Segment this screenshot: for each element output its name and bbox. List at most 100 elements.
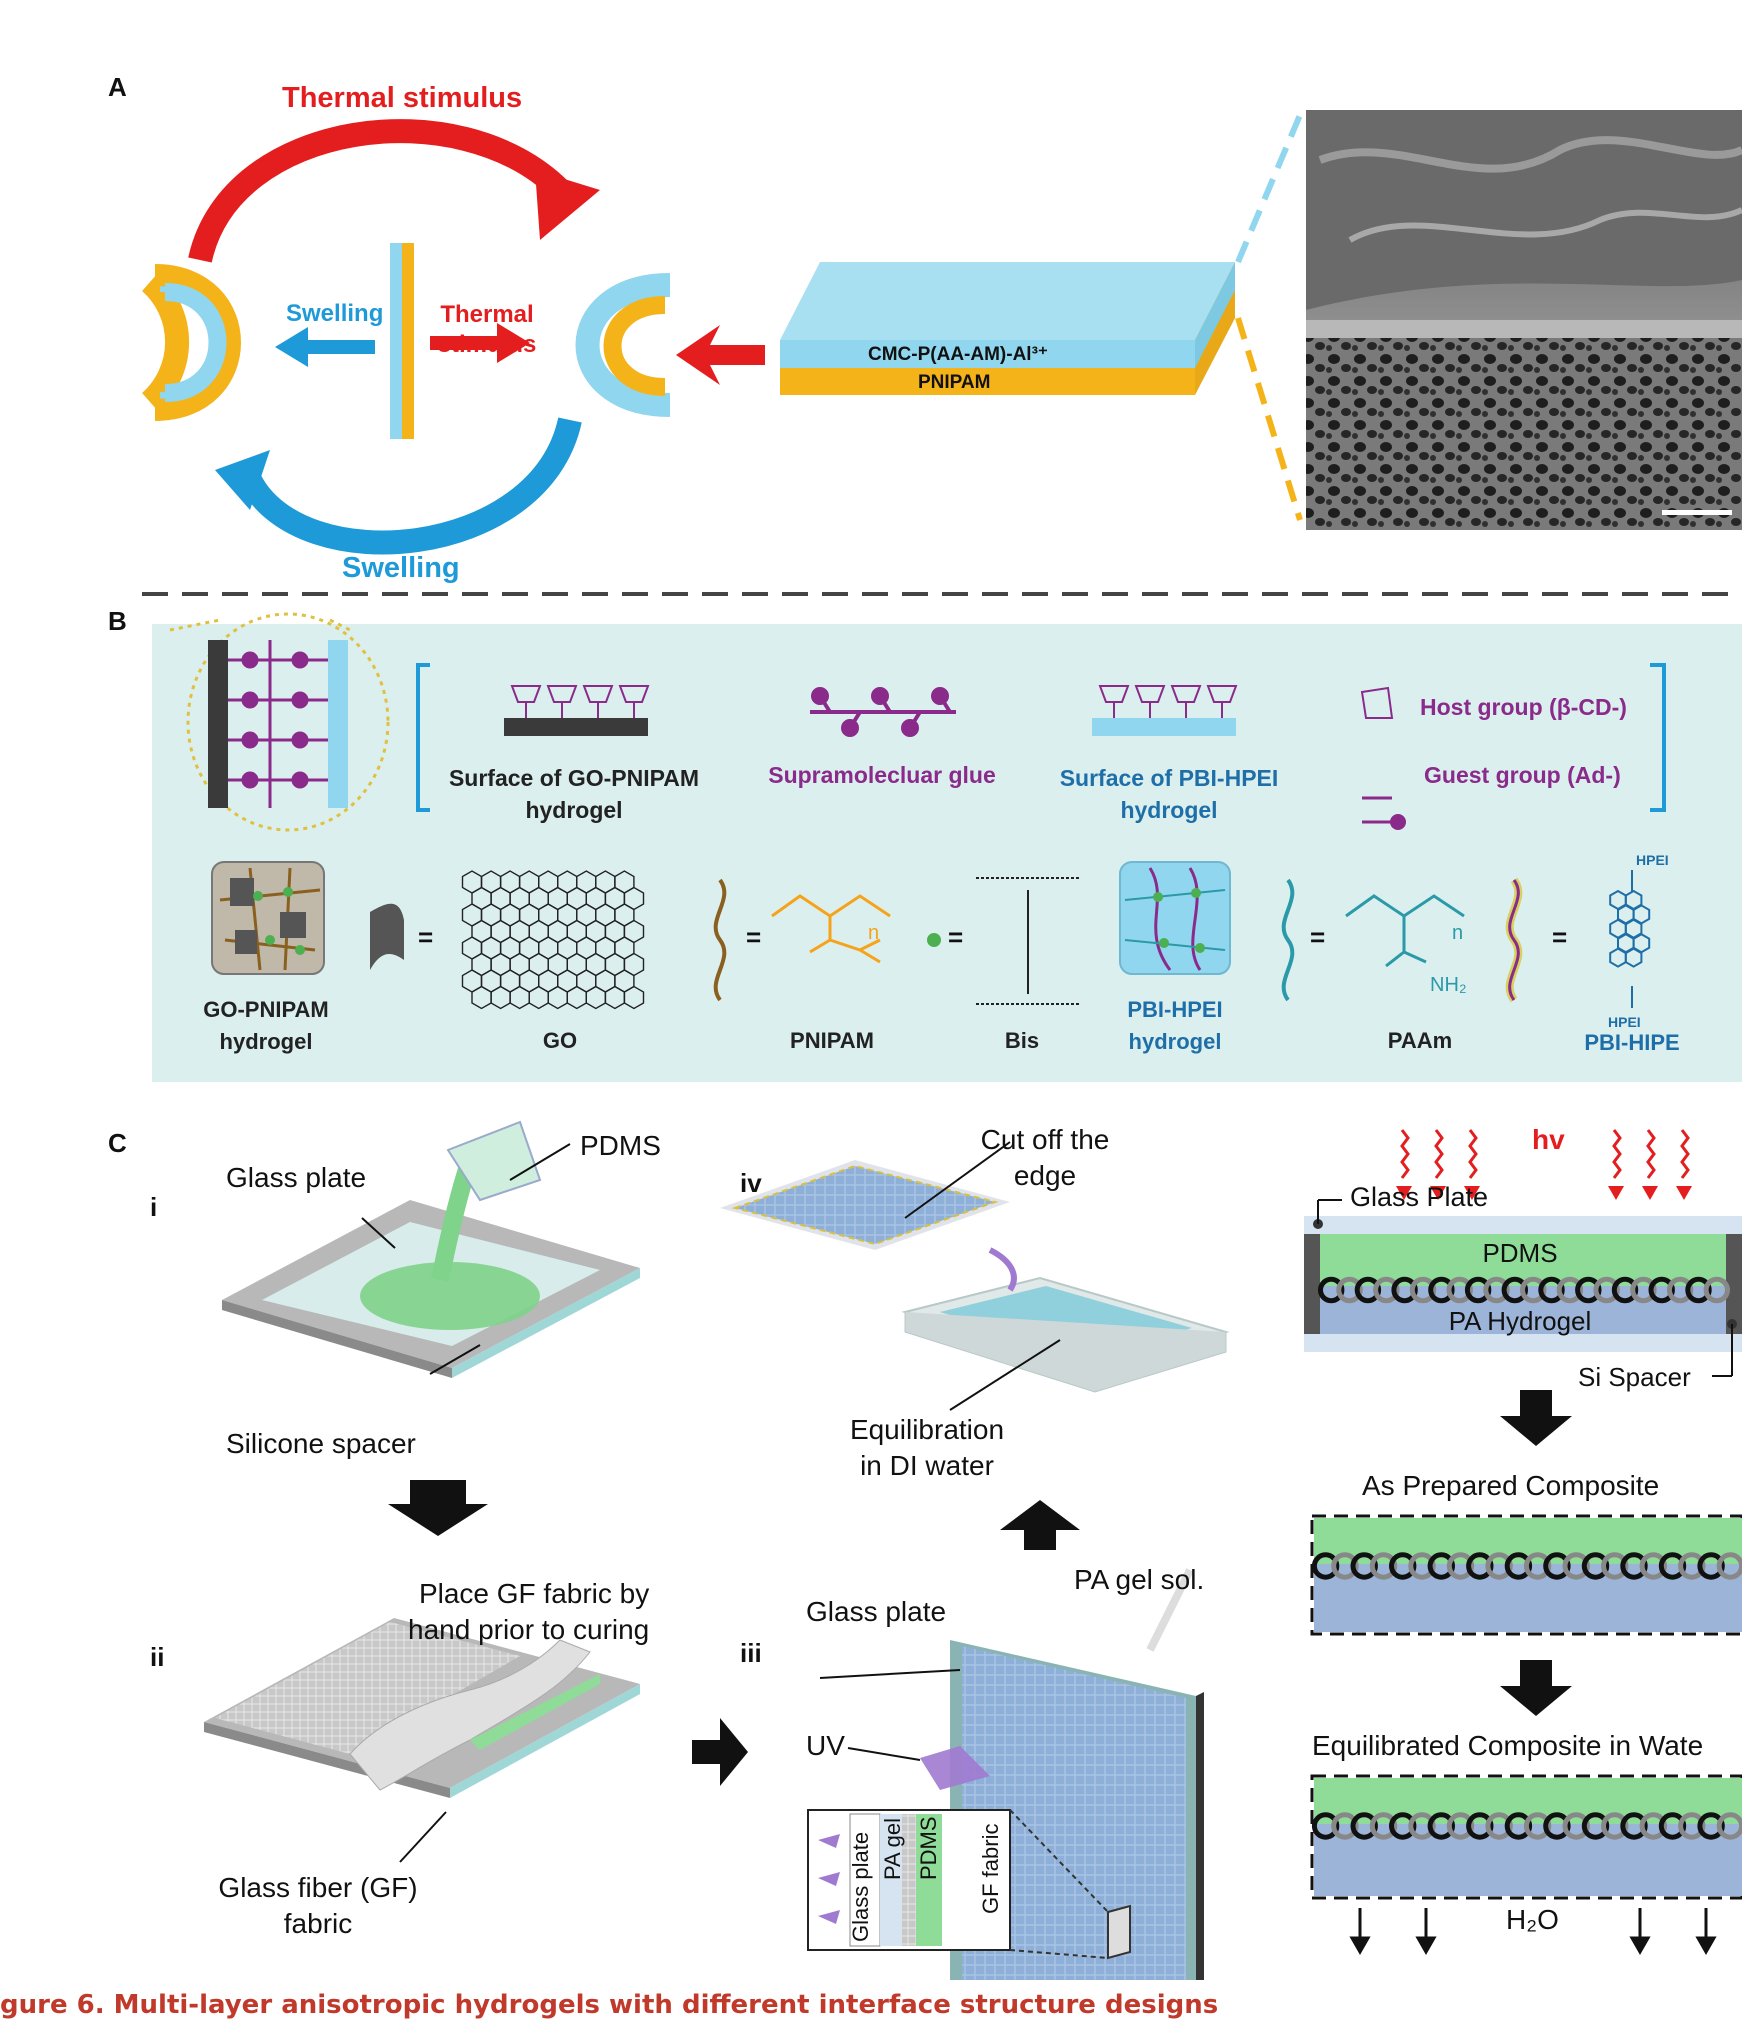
swelling-left-arrow bbox=[275, 327, 308, 367]
step-ii-fabric bbox=[204, 1618, 640, 1798]
pbi-hipe-label: PBI-HIPE bbox=[1584, 1030, 1680, 1055]
surface-go-line2: hydrogel bbox=[525, 797, 623, 823]
go-pnipam-line2: hydrogel bbox=[219, 1029, 313, 1054]
silicone-spacer-label: Silicone spacer bbox=[226, 1428, 416, 1459]
coil-row-cell bbox=[1318, 1276, 1731, 1304]
glue-label: Supramolecluar glue bbox=[768, 762, 996, 788]
surface-go-line1: Surface of GO-PNIPAM bbox=[448, 765, 700, 791]
panel-label-c: C bbox=[108, 1128, 127, 1158]
svg-text:=: = bbox=[1552, 922, 1567, 952]
surface-pbi-line1: Surface of PBI-HPEI bbox=[1059, 765, 1279, 791]
paam-n: n bbox=[1452, 922, 1464, 944]
hpei-top-label: HPEI bbox=[1636, 852, 1669, 868]
svg-text:=: = bbox=[948, 922, 963, 952]
place-gf-label: Place GF fabric by hand prior to curing bbox=[408, 1576, 649, 1648]
thermal-stimulus-title: Thermal stimulus bbox=[282, 82, 523, 114]
cut-line2: edge bbox=[1013, 1160, 1077, 1191]
sem-image bbox=[1306, 110, 1742, 530]
hv-arrows bbox=[1396, 1129, 1692, 1200]
equil-line1: Equilibration bbox=[849, 1414, 1005, 1445]
step-iii-glass bbox=[920, 1568, 1204, 1980]
pdms-right-label: PDMS bbox=[1482, 1238, 1558, 1268]
thermal-stimulus-label: Thermal stimulus bbox=[432, 300, 542, 360]
figure-caption: gure 6. Multi-layer anisotropic hydrogel… bbox=[0, 1990, 1219, 2020]
cut-line1: Cut off the bbox=[980, 1124, 1110, 1155]
pnipam-n: n bbox=[868, 922, 880, 944]
cut-edge-label: Cut off the edge bbox=[960, 1122, 1130, 1194]
thermal-label-line1: Thermal bbox=[440, 301, 534, 328]
coil-row-equilibrated bbox=[1311, 1812, 1742, 1840]
layer-top-label: CMC-P(AA-AM)-Al³⁺ bbox=[868, 344, 1048, 365]
glass-fiber-line2: fabric bbox=[283, 1908, 353, 1939]
caption-overflow-line bbox=[0, 2030, 1742, 2044]
swelling-label: Swelling bbox=[286, 300, 384, 327]
guest-group-label: Guest group (Ad-) bbox=[1424, 762, 1621, 788]
glass-plate-i-label: Glass plate bbox=[226, 1162, 367, 1193]
panel-c-graphic bbox=[204, 1120, 1742, 1980]
thermal-right-arrow bbox=[497, 323, 530, 363]
roman-iv: iv bbox=[740, 1168, 762, 1198]
water-arrows bbox=[1349, 1908, 1717, 1956]
svg-text:=: = bbox=[418, 922, 433, 952]
paam-nh2: NH₂ bbox=[1430, 974, 1467, 996]
glass-fiber-label: Glass fiber (GF) fabric bbox=[196, 1870, 440, 1942]
inset-pdms-label: PDMS bbox=[916, 1816, 941, 1880]
as-prepared-label: As Prepared Composite bbox=[1362, 1470, 1660, 1501]
pdms-label: PDMS bbox=[580, 1130, 661, 1161]
h2o-label: H₂O bbox=[1506, 1904, 1559, 1935]
svg-text:=: = bbox=[1310, 922, 1325, 952]
pbi-core bbox=[1609, 889, 1651, 968]
paam-label: PAAm bbox=[1387, 1028, 1453, 1053]
panel-b-graphic: = = = = = bbox=[169, 612, 1666, 1010]
thermal-label-line2: stimulus bbox=[437, 331, 537, 358]
equilibration-label: Equilibration in DI water bbox=[836, 1412, 1018, 1484]
layer-bottom-label: PNIPAM bbox=[918, 372, 991, 393]
step-i-frame bbox=[222, 1120, 640, 1378]
pa-gel-sol-label: PA gel sol. bbox=[1074, 1564, 1205, 1595]
go-lattice bbox=[461, 870, 645, 1010]
place-gf-line1: Place GF fabric by bbox=[418, 1578, 650, 1609]
step-iv-tray bbox=[720, 1160, 1230, 1393]
inset-gf-label: GF fabric bbox=[978, 1823, 1003, 1914]
si-spacer-label: Si Spacer bbox=[1578, 1362, 1691, 1392]
swelling-arc-arrow bbox=[239, 417, 582, 555]
uv-label: UV bbox=[806, 1730, 845, 1761]
place-gf-line2: hand prior to curing bbox=[408, 1614, 650, 1645]
equil-line2: in DI water bbox=[860, 1450, 994, 1481]
surface-go-label: Surface of GO-PNIPAM hydrogel bbox=[440, 762, 708, 826]
pbi-hpei-line2: hydrogel bbox=[1128, 1029, 1222, 1054]
pnipam-label: PNIPAM bbox=[790, 1028, 874, 1053]
equilibrated-label: Equilibrated Composite in Wate bbox=[1312, 1730, 1704, 1761]
coil-row-prepared bbox=[1311, 1552, 1742, 1580]
go-pnipam-line1: GO-PNIPAM bbox=[203, 997, 329, 1022]
svg-text:=: = bbox=[746, 922, 761, 952]
glass-plate-right-label: Glass Plate bbox=[1350, 1182, 1489, 1212]
roman-ii: ii bbox=[150, 1642, 165, 1672]
pa-hydrogel-label: PA Hydrogel bbox=[1448, 1306, 1592, 1336]
panel-a-graphic bbox=[141, 110, 1742, 596]
host-group-label: Host group (β-CD-) bbox=[1420, 694, 1627, 720]
inset-pa-label: PA gel bbox=[880, 1818, 905, 1880]
swelling-title: Swelling bbox=[342, 552, 460, 584]
inset-glass-label: Glass plate bbox=[848, 1831, 873, 1942]
bis-label: Bis bbox=[1004, 1028, 1040, 1053]
hv-label: hv bbox=[1532, 1124, 1565, 1155]
block-to-c-arrow bbox=[676, 325, 765, 385]
thermal-arc-arrow bbox=[188, 119, 569, 263]
panel-label-b: B bbox=[108, 606, 127, 636]
glass-fiber-line1: Glass fiber (GF) bbox=[218, 1872, 418, 1903]
inset-layers bbox=[807, 1809, 1011, 1951]
pbi-hpei-label: PBI-HPEI hydrogel bbox=[1110, 994, 1240, 1058]
glass-plate-iii-label: Glass plate bbox=[806, 1596, 947, 1627]
surface-pbi-line2: hydrogel bbox=[1120, 797, 1218, 823]
bilayer-slab bbox=[780, 262, 1235, 395]
pbi-hpei-line1: PBI-HPEI bbox=[1127, 997, 1223, 1022]
go-pnipam-label: GO-PNIPAM hydrogel bbox=[186, 994, 346, 1058]
go-label: GO bbox=[542, 1028, 578, 1053]
panel-label-a: A bbox=[108, 72, 127, 102]
hpei-bottom-label: HPEI bbox=[1608, 1014, 1641, 1030]
flat-bilayer bbox=[390, 243, 402, 439]
surface-pbi-label: Surface of PBI-HPEI hydrogel bbox=[1054, 762, 1284, 826]
roman-iii: iii bbox=[740, 1638, 762, 1668]
roman-i: i bbox=[150, 1192, 158, 1222]
